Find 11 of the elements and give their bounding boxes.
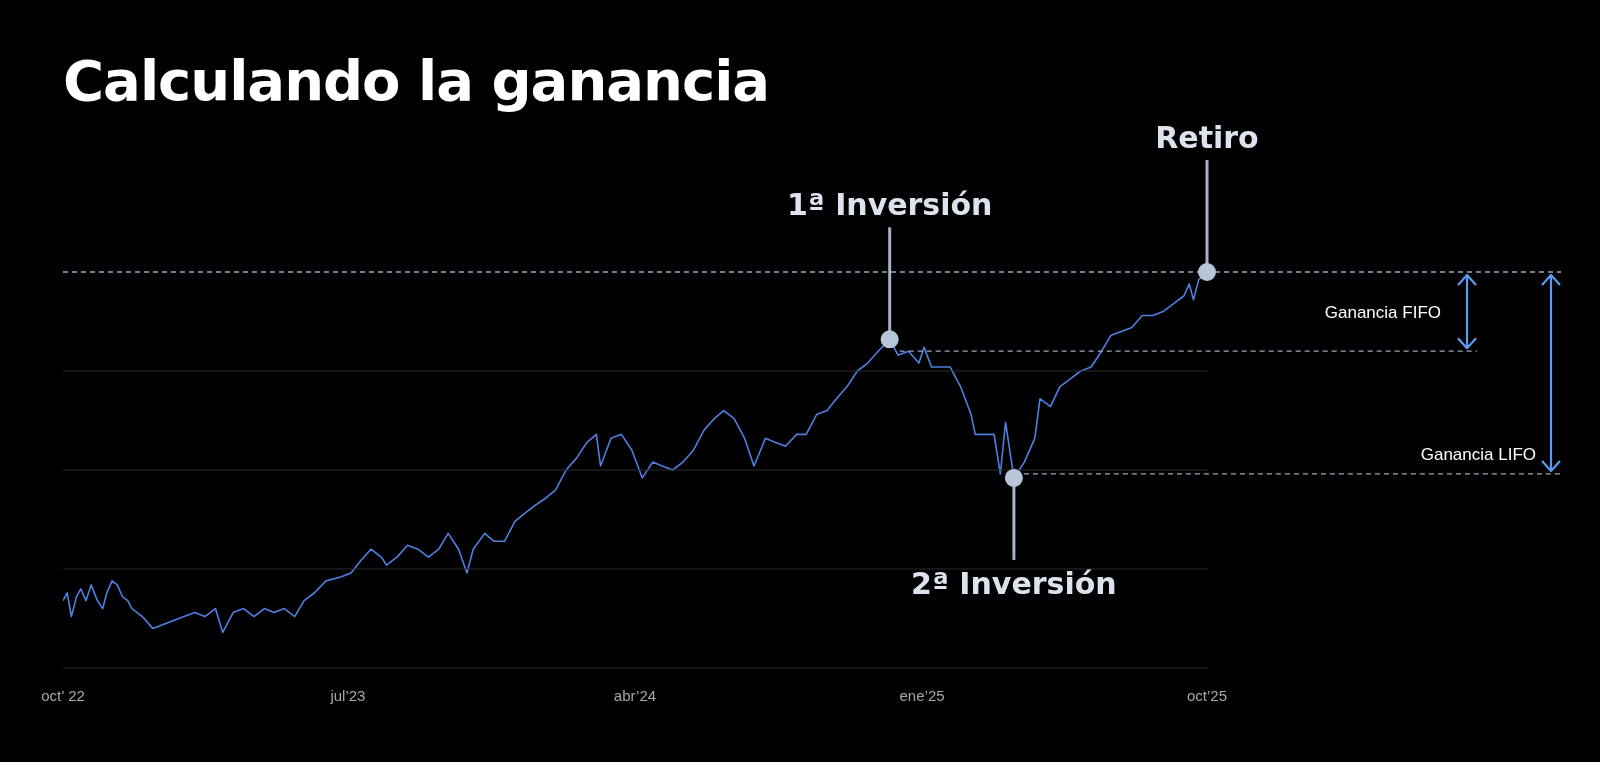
x-tick-label: oct’25	[1186, 686, 1228, 704]
text: Ganancia FIFO	[1324, 302, 1441, 322]
text: Ganancia LIFO	[1420, 444, 1536, 464]
x-tick-label: abr’24	[613, 686, 657, 704]
chart-title: Calculando la ganancia	[63, 48, 770, 113]
annotation: 1ª Inversión	[786, 187, 993, 223]
annotation: Retiro	[1155, 120, 1259, 155]
x-tick-label: oct’ 22	[41, 686, 85, 704]
x-tick-label: jul’23	[329, 686, 366, 704]
annotation: 2ª Inversión	[911, 565, 1117, 601]
x-tick-label: ene’25	[899, 686, 945, 704]
